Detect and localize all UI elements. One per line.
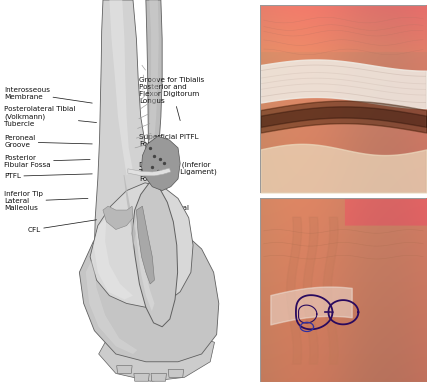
Polygon shape: [99, 338, 214, 381]
Text: Posterior
Fibular Fossa: Posterior Fibular Fossa: [4, 155, 90, 168]
Text: Deep PITFL (Inferior
Transverse Ligament)
Footprint: Deep PITFL (Inferior Transverse Ligament…: [139, 161, 217, 182]
Polygon shape: [136, 206, 154, 284]
Text: Posterolateral Tibial
(Volkmann)
Tubercle: Posterolateral Tibial (Volkmann) Tubercl…: [4, 107, 97, 127]
Text: Superficial PITFL
Footprint: Superficial PITFL Footprint: [139, 134, 199, 152]
Polygon shape: [79, 222, 219, 362]
Polygon shape: [124, 175, 136, 249]
Text: PTFL: PTFL: [4, 173, 92, 179]
Text: Posterolateral
Corner Tibial
Plafond: Posterolateral Corner Tibial Plafond: [139, 205, 190, 225]
Polygon shape: [94, 218, 133, 300]
Polygon shape: [106, 0, 133, 175]
Polygon shape: [86, 257, 137, 354]
Polygon shape: [142, 136, 180, 191]
Polygon shape: [94, 0, 174, 292]
Polygon shape: [103, 206, 133, 230]
Polygon shape: [151, 373, 166, 381]
Polygon shape: [132, 183, 178, 327]
Text: Interosseous
Membrane: Interosseous Membrane: [4, 87, 92, 103]
Text: Peroneal
Groove: Peroneal Groove: [4, 135, 92, 149]
Polygon shape: [90, 183, 193, 307]
Polygon shape: [117, 366, 132, 373]
Text: Groove for Tibialis
Posterior and
Flexor Digitorum
Longus: Groove for Tibialis Posterior and Flexor…: [139, 77, 205, 121]
Polygon shape: [135, 210, 154, 311]
Polygon shape: [128, 168, 171, 176]
Text: CFL: CFL: [28, 220, 97, 233]
Polygon shape: [135, 0, 166, 346]
Polygon shape: [168, 370, 184, 377]
Text: Inferior Tip
Lateral
Malleolus: Inferior Tip Lateral Malleolus: [4, 191, 88, 211]
Polygon shape: [134, 373, 149, 381]
Polygon shape: [148, 0, 159, 179]
